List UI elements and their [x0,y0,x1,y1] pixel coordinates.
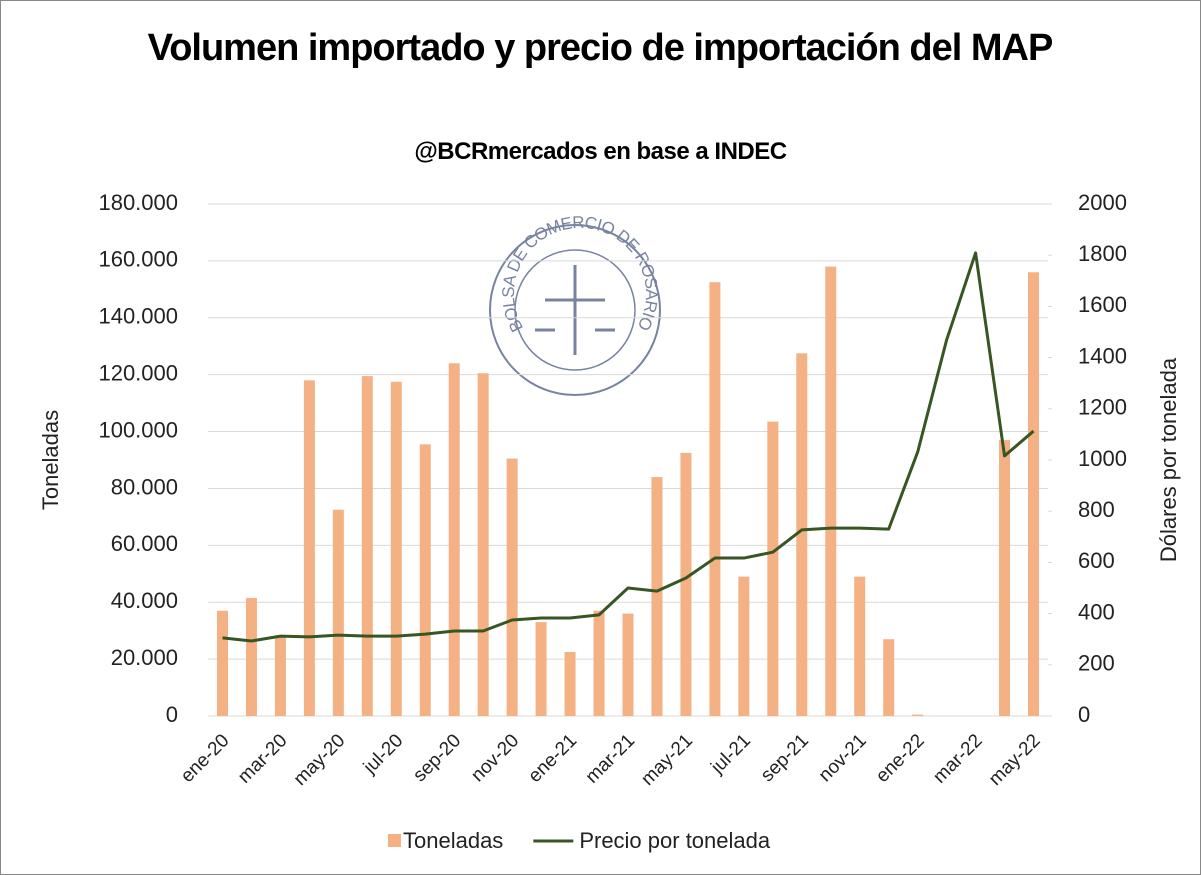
y-tick-label: 0 [166,702,178,727]
x-tick-label: ene-21 [524,730,581,787]
y2-tick-label: 0 [1078,702,1090,727]
y2-tick-label: 1800 [1078,241,1127,266]
y2-axis-label: Dólares por tonelada [1156,357,1181,562]
y2-tick-label: 600 [1078,548,1115,573]
y-tick-label: 20.000 [111,645,178,670]
bar [709,282,721,716]
logo-text-path: BOLSA DE COMERCIO DE ROSARIO [499,213,660,335]
bar [767,421,779,716]
y-tick-label: 140.000 [98,304,178,329]
legend-label: Precio por tonelada [579,828,771,853]
bar [245,597,257,716]
x-tick-label: mar-21 [582,730,639,787]
chart-subtitle: @BCRmercados en base a INDEC [414,138,787,165]
logo-inner [514,249,636,371]
bar [390,381,402,716]
y-tick-label: 100.000 [98,417,178,442]
bar [912,714,924,716]
bar [825,266,837,716]
bar [303,380,315,716]
line [222,251,1035,643]
x-tick-label: may-21 [637,730,697,790]
bar [999,440,1011,716]
x-tick-label: mar-20 [234,730,291,787]
bar [680,452,692,716]
logo-ring [489,224,661,396]
bar [477,373,489,716]
chart-title: Volumen importado y precio de importació… [147,27,1054,69]
legend-label: Toneladas [403,828,503,853]
logo: BOLSA DE COMERCIO DE ROSARIO [489,213,661,396]
y-tick-label: 60.000 [111,531,178,556]
y2-tick-label: 1400 [1078,343,1127,368]
x-tick-label: nov-20 [467,730,523,786]
x-tick-label: mar-22 [929,730,986,787]
x-tick-label: sep-20 [409,730,465,786]
bar [651,477,663,716]
bar [1028,272,1040,716]
bar [361,376,373,716]
x-tick-label: jul-20 [359,730,407,778]
bar [506,458,518,716]
bar [883,639,895,716]
x-tick-label: may-20 [290,730,350,790]
y2-tick-label: 1200 [1078,395,1127,420]
y-tick-label: 80.000 [111,474,178,499]
x-tick-label: ene-22 [872,730,929,787]
y-tick-label: 180.000 [98,190,178,215]
bar [216,610,228,716]
y2-tick-label: 1000 [1078,446,1127,471]
y2-tick-label: 800 [1078,497,1115,522]
y-tick-label: 40.000 [111,588,178,613]
legend-swatch [388,834,401,847]
bar [796,353,808,716]
y2-tick-label: 200 [1078,651,1115,676]
bar [274,636,286,716]
bar [738,576,750,716]
bar [564,652,576,716]
x-tick-label: sep-21 [757,730,813,786]
bar [593,610,605,716]
x-tick-label: may-22 [985,730,1045,790]
y2-tick-label: 400 [1078,599,1115,624]
logo-text: BOLSA DE COMERCIO DE ROSARIO [499,213,660,335]
y-tick-label: 160.000 [98,247,178,272]
y-axis-label: Toneladas [38,410,63,510]
y2-tick-label: 1600 [1078,292,1127,317]
bar [622,613,634,716]
bar [448,363,460,716]
bar [854,576,866,716]
x-tick-label: jul-21 [707,730,755,778]
y-tick-label: 120.000 [98,360,178,385]
bar [535,622,547,716]
x-tick-label: nov-21 [815,730,871,786]
bar [332,509,344,716]
x-tick-label: ene-20 [177,730,234,787]
logo-emblem [535,265,615,355]
y2-tick-label: 2000 [1078,190,1127,215]
bar [419,444,431,716]
